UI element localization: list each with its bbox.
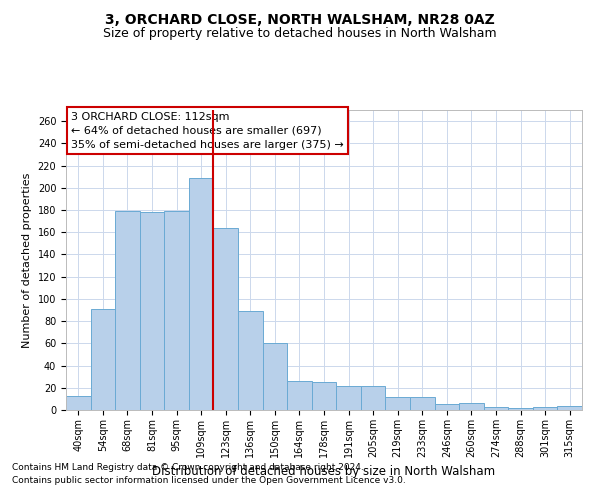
Text: Size of property relative to detached houses in North Walsham: Size of property relative to detached ho… <box>103 28 497 40</box>
Bar <box>385 396 410 410</box>
Bar <box>312 382 336 410</box>
Bar <box>66 396 91 410</box>
Bar <box>484 406 508 410</box>
Bar <box>189 178 214 410</box>
Bar <box>140 212 164 410</box>
Bar <box>115 211 140 410</box>
Bar <box>238 311 263 410</box>
Bar <box>91 309 115 410</box>
Bar <box>361 386 385 410</box>
Bar <box>410 396 434 410</box>
Bar <box>263 344 287 410</box>
Text: Contains HM Land Registry data © Crown copyright and database right 2024.: Contains HM Land Registry data © Crown c… <box>12 464 364 472</box>
Text: Contains public sector information licensed under the Open Government Licence v3: Contains public sector information licen… <box>12 476 406 485</box>
Bar <box>557 406 582 410</box>
Bar <box>336 386 361 410</box>
X-axis label: Distribution of detached houses by size in North Walsham: Distribution of detached houses by size … <box>152 466 496 478</box>
Bar <box>508 408 533 410</box>
Y-axis label: Number of detached properties: Number of detached properties <box>22 172 32 348</box>
Text: 3 ORCHARD CLOSE: 112sqm
← 64% of detached houses are smaller (697)
35% of semi-d: 3 ORCHARD CLOSE: 112sqm ← 64% of detache… <box>71 112 344 150</box>
Text: 3, ORCHARD CLOSE, NORTH WALSHAM, NR28 0AZ: 3, ORCHARD CLOSE, NORTH WALSHAM, NR28 0A… <box>105 12 495 26</box>
Bar <box>164 211 189 410</box>
Bar <box>214 228 238 410</box>
Bar <box>434 404 459 410</box>
Bar <box>287 381 312 410</box>
Bar <box>459 404 484 410</box>
Bar <box>533 406 557 410</box>
